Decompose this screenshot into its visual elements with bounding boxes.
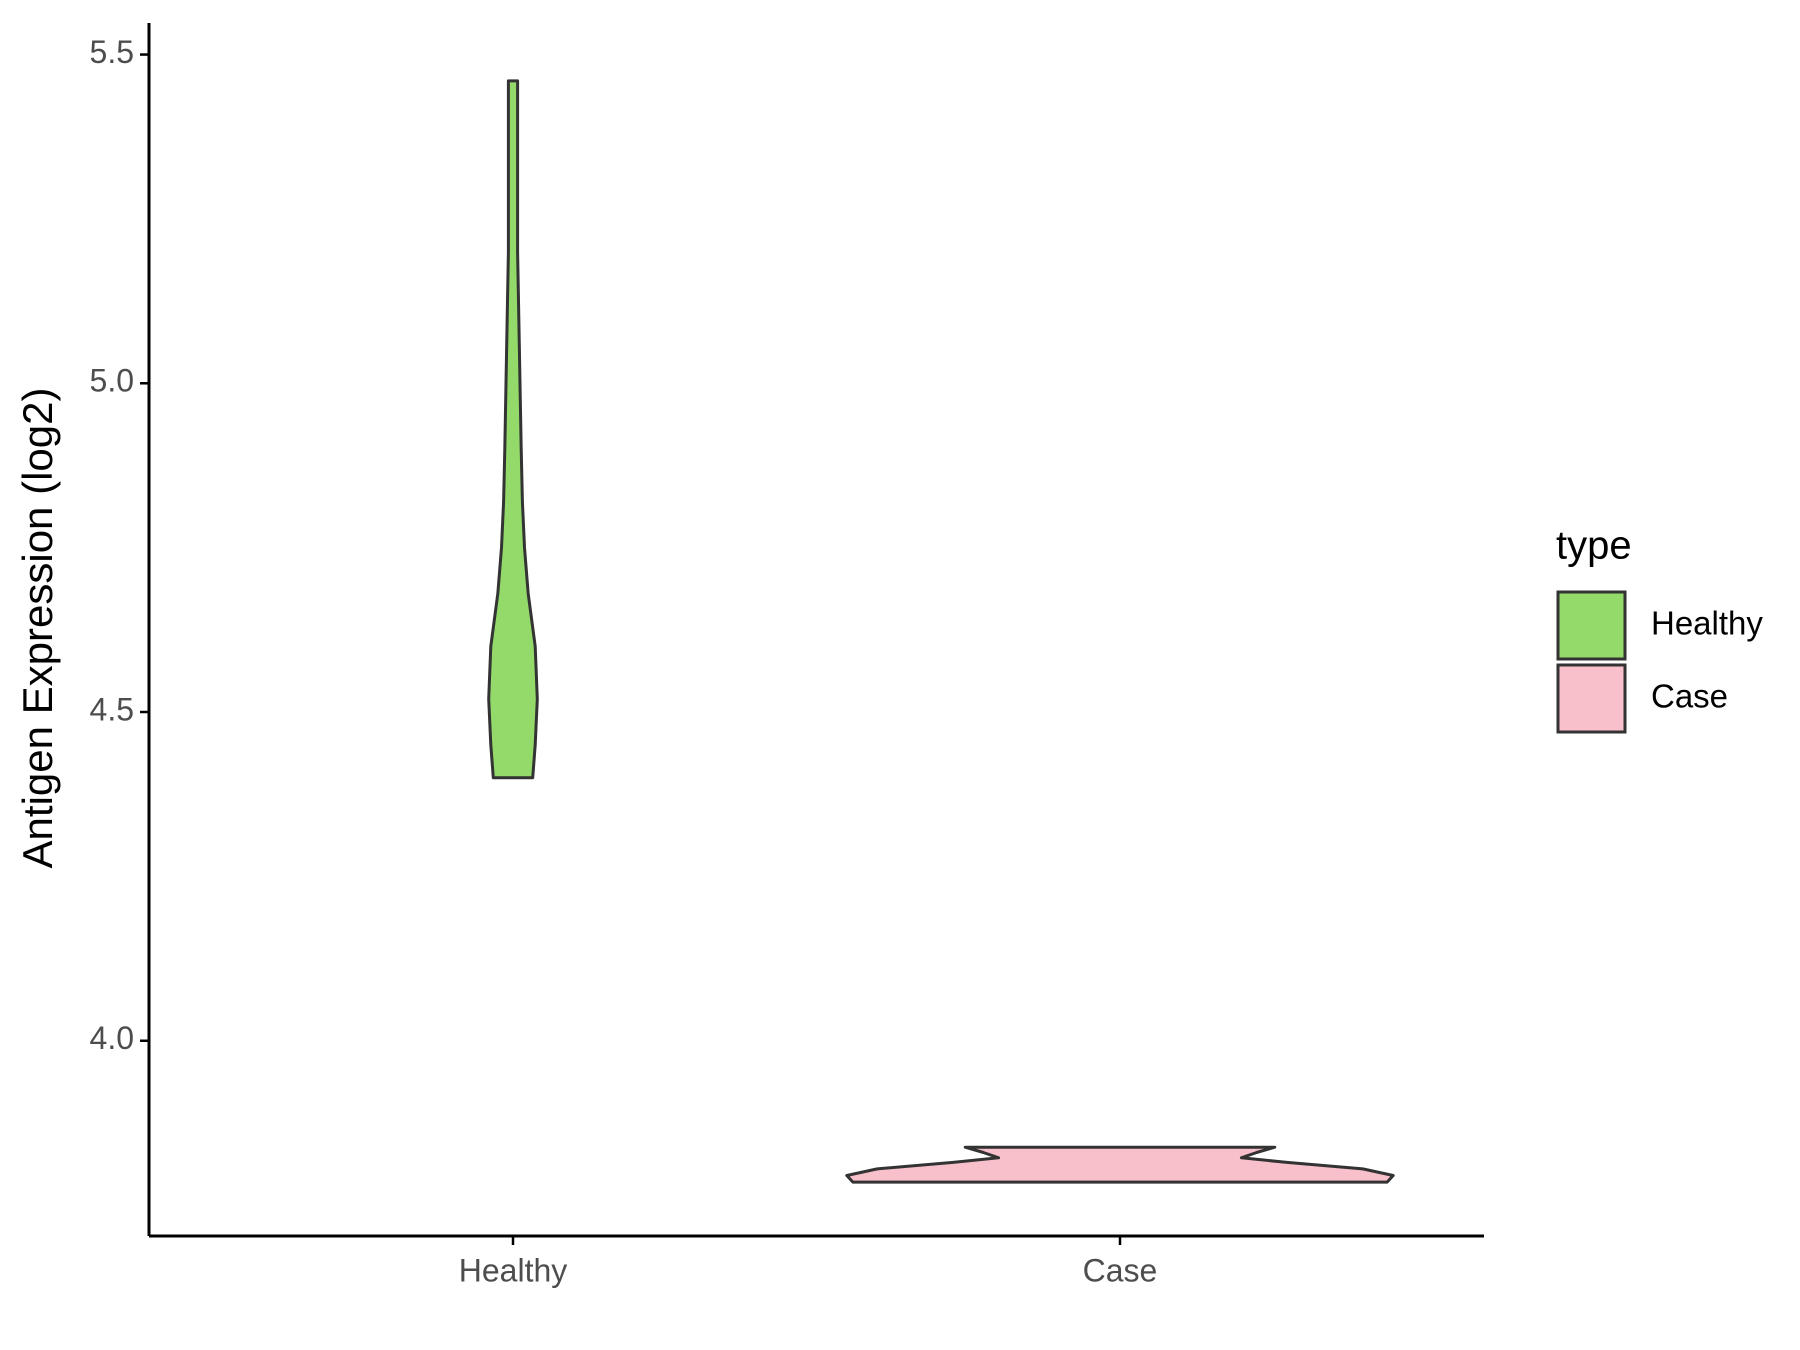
y-tick-label: 5.0 (90, 363, 134, 399)
x-tick-label: Case (1083, 1252, 1158, 1288)
x-tick-label: Healthy (459, 1252, 568, 1288)
y-axis-title: Antigen Expression (log2) (14, 388, 61, 869)
violin (845, 1145, 1395, 1184)
legend-key (1556, 590, 1627, 661)
y-tick-label: 4.0 (90, 1020, 134, 1056)
legend-key (1556, 663, 1627, 734)
legend-label: Case (1651, 678, 1728, 715)
legend-title: type (1556, 524, 1632, 568)
y-tick-label: 4.5 (90, 691, 134, 727)
y-tick-label: 5.5 (90, 34, 134, 70)
legend-label: Healthy (1651, 605, 1763, 642)
violin (487, 79, 539, 780)
